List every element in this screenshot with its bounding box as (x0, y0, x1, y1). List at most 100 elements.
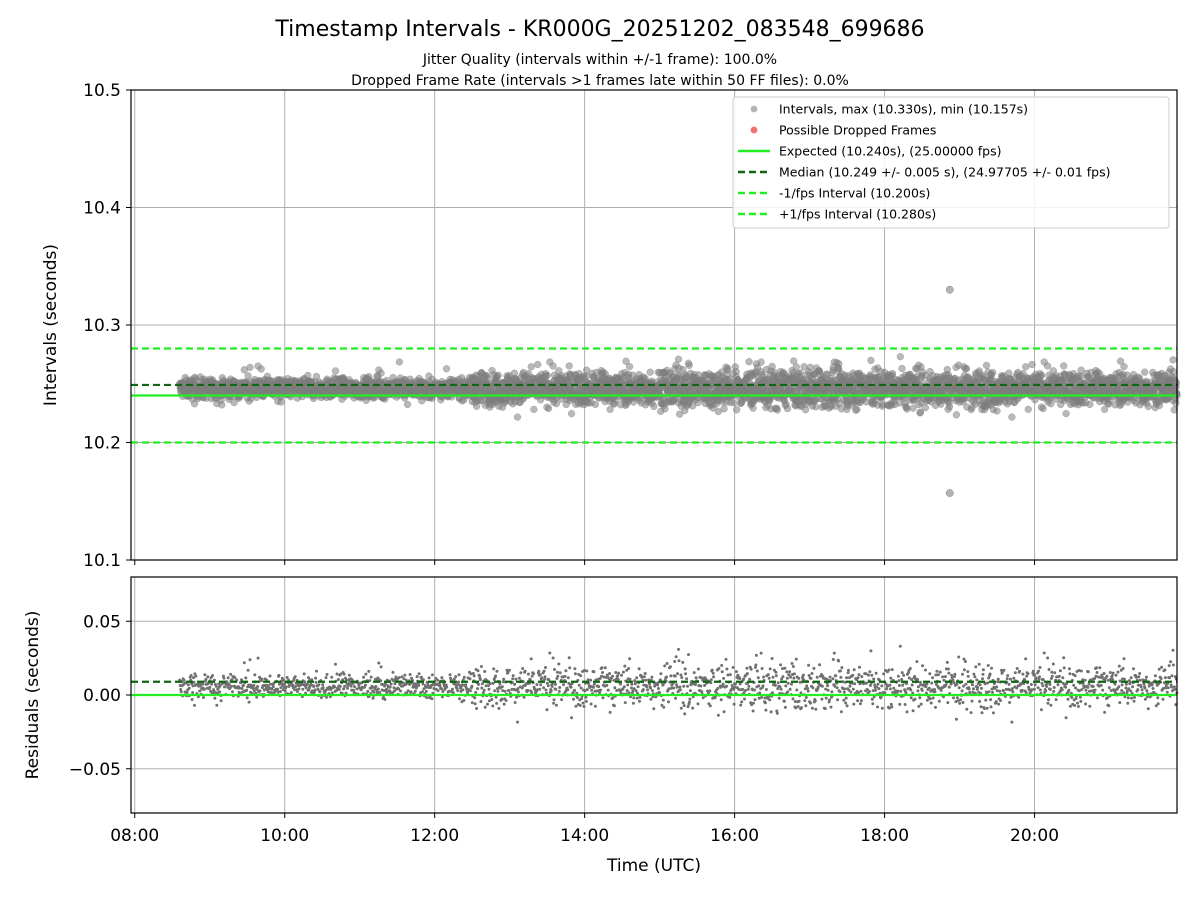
residual-point (296, 690, 299, 693)
residual-point (187, 686, 191, 690)
residual-point (317, 683, 321, 687)
residual-point (218, 690, 222, 694)
residual-point (283, 689, 287, 693)
residual-point (211, 674, 214, 678)
chart-title: Timestamp Intervals - KR000G_20251202_08… (274, 17, 924, 42)
residual-point (210, 682, 214, 686)
residual-point (330, 675, 334, 679)
residual-point (278, 690, 282, 693)
interval-point (783, 404, 792, 413)
interval-point (835, 360, 843, 368)
interval-point (1141, 368, 1149, 376)
residual-point (421, 690, 424, 694)
residual-point (268, 674, 272, 678)
residual-point (427, 676, 431, 680)
interval-point (544, 404, 553, 413)
residual-point (253, 673, 257, 677)
interval-point (1086, 400, 1094, 409)
legend: Intervals, max (10.330s), min (10.157s)P… (732, 96, 1170, 229)
interval-point (685, 361, 693, 370)
residual-point (474, 690, 478, 694)
interval-outlier-point (945, 285, 954, 294)
residual-point (451, 691, 455, 695)
residual-point (513, 682, 517, 686)
residual-point (282, 679, 286, 682)
residual-point (498, 682, 502, 686)
residual-point (511, 674, 515, 678)
residual-point (215, 703, 219, 707)
residual-point (450, 687, 454, 691)
residual-point (189, 674, 193, 677)
residual-point (511, 677, 515, 681)
residual-point (293, 675, 297, 679)
residual-point (289, 691, 293, 694)
residual-point (514, 677, 518, 681)
residual-point (523, 669, 527, 673)
interval-point (1144, 402, 1152, 411)
residual-point (445, 685, 449, 689)
residual-point (519, 671, 523, 675)
interval-point (1120, 362, 1128, 371)
interval-point (1024, 405, 1032, 414)
interval-point (395, 358, 404, 366)
residual-point (517, 676, 521, 680)
residual-point (338, 685, 342, 688)
residual-point (436, 689, 440, 693)
interval-point (513, 413, 522, 421)
interval-point (484, 375, 492, 383)
residual-point (377, 661, 381, 665)
y-tick-label: 10.4 (83, 199, 121, 219)
residual-point (319, 696, 323, 700)
residual-point (258, 689, 262, 693)
interval-point (534, 360, 542, 369)
y-tick-label: 10.1 (83, 551, 121, 571)
interval-point (1039, 404, 1047, 413)
residual-point (490, 698, 494, 701)
residual-point (256, 656, 260, 660)
interval-point (773, 406, 781, 414)
residual-point (245, 696, 249, 700)
residual-point (255, 695, 259, 699)
residual-point (430, 673, 434, 677)
interval-point (724, 364, 732, 373)
interval-point (246, 363, 254, 372)
residual-point (231, 690, 234, 694)
residual-point (314, 680, 318, 684)
residual-point (203, 673, 207, 677)
residual-point (470, 684, 474, 688)
interval-point (442, 365, 451, 373)
interval-point (565, 362, 573, 370)
residual-point (486, 702, 489, 706)
legend-marker (750, 105, 758, 113)
residual-point (342, 687, 346, 691)
residual-point (284, 685, 288, 689)
interval-point (962, 364, 971, 373)
interval-point (530, 405, 538, 414)
interval-point (661, 405, 669, 413)
residual-point (478, 678, 482, 682)
residual-point (526, 688, 530, 692)
residual-point (202, 687, 206, 691)
residual-point (468, 689, 472, 693)
interval-point (403, 400, 412, 409)
residual-point (425, 696, 429, 700)
interval-point (1037, 371, 1046, 380)
residual-point (190, 698, 194, 701)
residual-point (483, 705, 487, 709)
interval-point (230, 398, 238, 407)
residual-point (201, 682, 205, 686)
residual-point (500, 685, 504, 689)
residual-point (500, 697, 504, 701)
intervals-ticks: 10.110.210.310.410.5 (83, 81, 131, 571)
residual-point (271, 685, 275, 689)
interval-point (567, 409, 576, 418)
chart-subtitle-jitter: Jitter Quality (intervals within +/-1 fr… (422, 52, 777, 68)
residual-point (440, 687, 443, 691)
residual-point (487, 687, 491, 691)
residual-point (208, 685, 212, 689)
residual-point (456, 689, 460, 693)
interval-point (733, 406, 741, 414)
residual-point (473, 696, 477, 700)
interval-point (377, 369, 385, 377)
interval-point (888, 369, 897, 378)
